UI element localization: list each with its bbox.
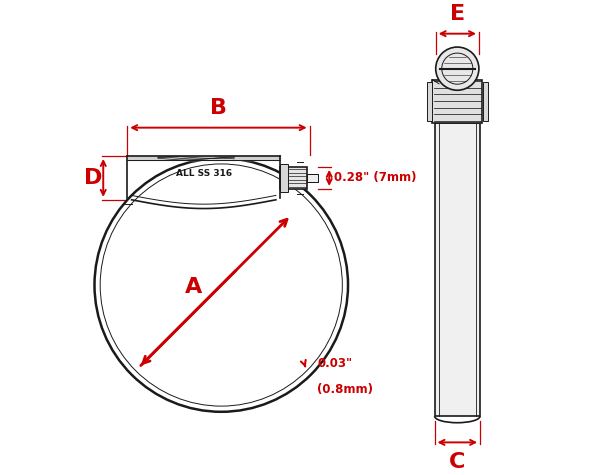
Text: 0.28" (7mm): 0.28" (7mm) — [335, 171, 417, 184]
Bar — [280, 163, 288, 192]
Text: A: A — [185, 277, 202, 297]
Bar — [307, 174, 318, 182]
Bar — [435, 124, 480, 416]
Bar — [432, 80, 482, 124]
Text: D: D — [85, 168, 103, 188]
Text: (0.8mm): (0.8mm) — [318, 383, 373, 396]
Circle shape — [436, 47, 479, 90]
Bar — [427, 82, 432, 121]
Text: ALL SS 316: ALL SS 316 — [176, 169, 232, 178]
Bar — [482, 82, 488, 121]
Text: 0.03": 0.03" — [318, 357, 352, 370]
Text: B: B — [210, 98, 227, 118]
Text: E: E — [450, 4, 465, 24]
Text: C: C — [449, 452, 465, 472]
Bar — [280, 167, 307, 189]
